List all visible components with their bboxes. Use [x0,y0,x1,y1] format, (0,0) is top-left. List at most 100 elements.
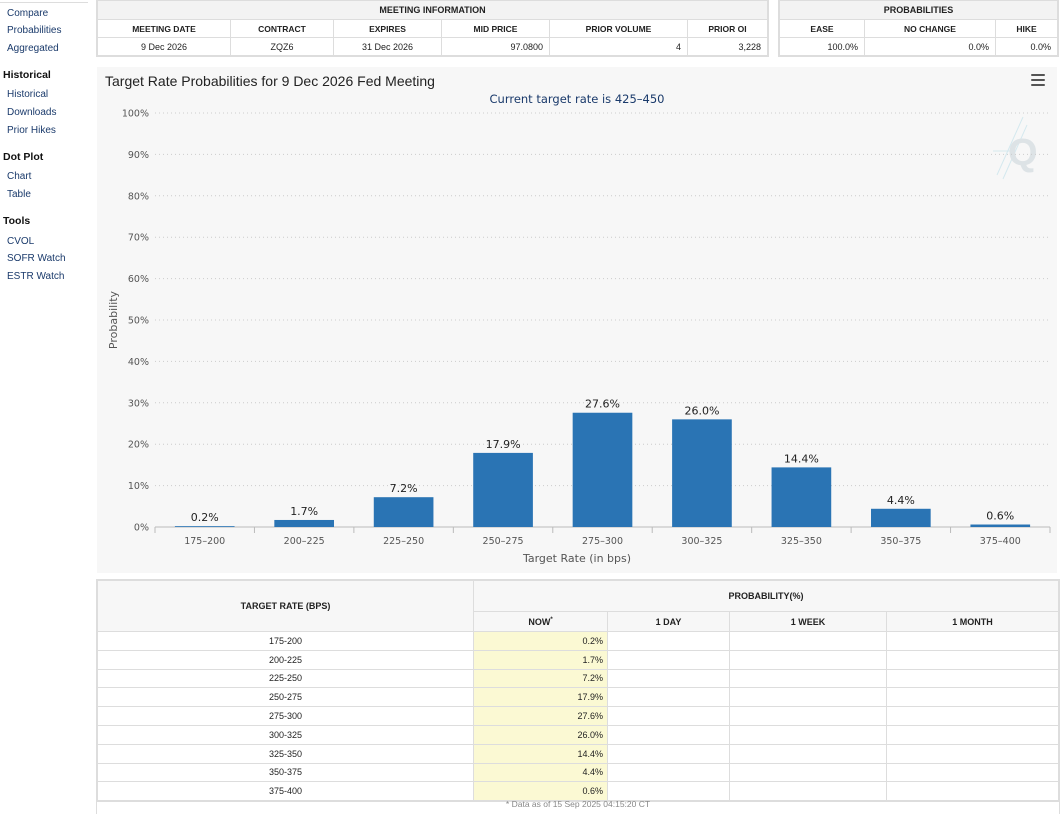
one-month-cell [886,743,1059,764]
now-prob-cell: 0.6% [473,781,608,802]
sidebar-link-estr-watch[interactable]: ESTR Watch [7,271,65,282]
rate-cell: 175-200 [97,631,474,651]
one-day-cell [607,687,730,708]
sidebar-link-sofr-watch[interactable]: SOFR Watch [7,253,66,264]
rate-cell: 200-225 [97,649,474,670]
x-tick-label: 375–400 [980,536,1021,547]
probability-table-body: 175-200 0.2% 200-225 1.7% 225-250 7.2% 250-275… [97,631,1059,802]
sidebar-link-cvol[interactable]: CVOL [7,236,35,247]
x-tick-label: 175–200 [184,536,225,547]
table-row: 325-350 14.4% [97,743,1059,764]
bar[interactable] [572,412,633,527]
meeting-info-table: MEETING INFORMATION MEETING DATE CONTRAC… [97,0,768,56]
data-label: 1.7% [290,505,318,518]
y-tick-label: 40% [128,357,149,368]
chart-container: Target Rate Probabilities for 9 Dec 2026… [97,67,1057,573]
hike-value: 0.0% [995,37,1058,56]
sidebar-section-tools: Tools [3,215,31,227]
sidebar-link-downloads[interactable]: Downloads [7,107,57,118]
chart-subtitle: Current target rate is 425–450 [490,92,665,106]
sidebar-link-compare[interactable]: Compare [7,8,49,19]
data-label: 14.4% [784,452,819,465]
bar[interactable] [473,452,533,527]
y-axis-ticks: 0% 10% 20% 30% 40% 50% 60% 70% 80% 90% 100% [122,109,149,534]
x-tick-label: 325–350 [781,536,822,547]
now-prob-cell: 1.7% [473,649,608,670]
col-1-month: 1 MONTH [886,611,1059,632]
y-axis-title: Probability [107,290,120,349]
sidebar-link-table[interactable]: Table [7,189,31,200]
probabilities-panel: PROBABILITIES EASE NO CHANGE HIKE 100.0%… [778,0,1059,57]
rate-cell: 375-400 [97,781,474,802]
chart-title: Target Rate Probabilities for 9 Dec 2026… [105,73,435,89]
now-prob-cell: 7.2% [473,668,608,689]
col-contract: CONTRACT [230,19,334,38]
chart-bars [174,412,1031,527]
sidebar-link-chart[interactable]: Chart [7,171,32,182]
x-tick-label: 250–275 [483,536,524,547]
x-tick-label: 300–325 [681,536,722,547]
table-row: 175-200 0.2% [97,631,1059,651]
bar[interactable] [373,497,434,527]
rate-cell: 350-375 [97,762,474,783]
bar[interactable] [174,526,235,527]
bar[interactable] [274,519,334,527]
prior-volume-value: 4 [549,37,688,56]
x-tick-label: 275–300 [582,536,623,547]
probability-table-panel: TARGET RATE (BPS) PROBABILITY(%) NOW* 1 … [96,579,1060,803]
y-tick-label: 80% [128,191,149,202]
one-day-cell [607,649,730,670]
meeting-info-title: MEETING INFORMATION [97,0,768,20]
now-prob-cell: 4.4% [473,762,608,783]
sidebar-link-prior-hikes[interactable]: Prior Hikes [7,125,56,136]
bar[interactable] [970,524,1031,527]
col-mid-price: MID PRICE [441,19,550,38]
one-month-cell [886,762,1059,783]
col-expires: EXPIRES [333,19,442,38]
ease-value: 100.0% [779,37,865,56]
no-change-value: 0.0% [864,37,996,56]
one-month-cell [886,706,1059,726]
table-row: 200-225 1.7% [97,649,1059,670]
data-label: 0.2% [191,511,219,524]
meeting-date-value: 9 Dec 2026 [97,37,231,56]
col-prior-oi: PRIOR OI [687,19,768,38]
one-week-cell [729,743,887,764]
col-now-marker: * [550,616,553,623]
col-probability: PROBABILITY(%) [473,580,1059,612]
bar[interactable] [771,467,832,527]
rate-cell: 250-275 [97,687,474,708]
col-prior-volume: PRIOR VOLUME [549,19,688,38]
sidebar-link-aggregated[interactable]: Aggregated [7,43,59,54]
now-prob-cell: 27.6% [473,706,608,726]
watermark-logo-icon: Q [993,116,1038,180]
one-week-cell [729,631,887,651]
data-label: 0.6% [986,510,1014,523]
hamburger-menu-icon[interactable] [1031,74,1045,86]
rate-cell: 325-350 [97,743,474,764]
sidebar-link-historical[interactable]: Historical [7,89,49,100]
now-prob-cell: 26.0% [473,724,608,745]
y-tick-label: 30% [128,398,149,409]
one-day-cell [607,762,730,783]
one-month-cell [886,781,1059,802]
x-axis-ticks: 175–200 200–225 225–250 250–275 275–300 300–3… [154,527,1051,547]
svg-text:Q: Q [1008,132,1038,174]
col-1-day: 1 DAY [607,611,730,632]
y-tick-label: 10% [128,481,149,492]
sidebar: Compare Probabilities Aggregated Histori… [0,0,90,814]
y-tick-label: 0% [134,523,149,534]
one-month-cell [886,649,1059,670]
bar[interactable] [871,508,931,527]
y-tick-label: 70% [128,233,149,244]
data-label: 17.9% [486,438,521,451]
one-day-cell [607,668,730,689]
rate-cell: 300-325 [97,724,474,745]
bar[interactable] [672,419,732,527]
expires-value: 31 Dec 2026 [333,37,442,56]
data-timestamp-footnote: * Data as of 15 Sep 2025 04:15:20 CT [96,796,1060,814]
sidebar-link-probabilities[interactable]: Probabilities [7,25,62,36]
sidebar-section-historical: Historical [3,69,51,81]
one-month-cell [886,631,1059,651]
x-tick-label: 350–375 [880,536,921,547]
